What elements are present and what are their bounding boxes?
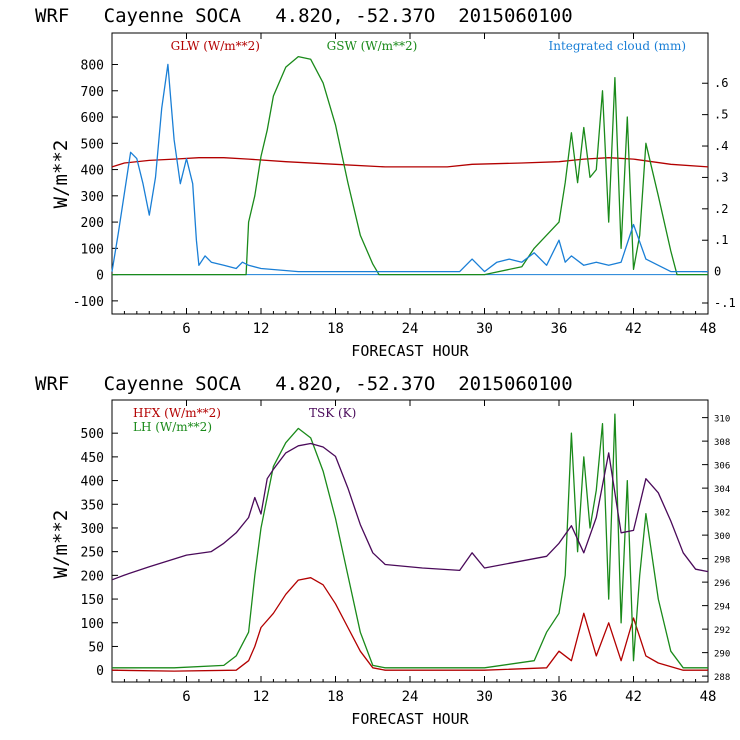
x-tick-label: 18 [327, 321, 344, 337]
y-tick-label: 600 [81, 111, 104, 126]
y-tick-label: 200 [81, 216, 104, 231]
y-tick-label: 400 [81, 164, 104, 179]
y-tick-label: 450 [81, 451, 104, 466]
y2-tick-label: 300 [714, 532, 730, 542]
y2-tick-label: 302 [714, 509, 730, 519]
chart-2: WRF Cayenne SOCA 4.82O, -52.37O 20150601… [35, 373, 730, 728]
y2-tick-label: .4 [714, 139, 728, 153]
y2-tick-label: .5 [714, 108, 728, 122]
chart-1-series [111, 55, 709, 276]
chart-2-series [111, 413, 709, 672]
y-tick-label: 500 [81, 137, 104, 152]
x-tick-label: 36 [551, 321, 568, 337]
chart-1-legend-gsw: GSW (W/m**2) [327, 39, 418, 53]
chart-1-legend-glw: GLW (W/m**2) [171, 39, 260, 53]
series-line-lh [112, 413, 708, 669]
y-tick-label: 150 [81, 593, 104, 608]
chart-2-legend-hfx: HFX (W/m**2) [133, 406, 221, 420]
x-tick-label: 48 [700, 321, 717, 337]
y-tick-label: 700 [81, 85, 104, 100]
y-tick-label: 350 [81, 498, 104, 513]
x-tick-label: 36 [551, 689, 568, 705]
chart-2-legend-lh: LH (W/m**2) [133, 420, 212, 434]
series-line-tsk [111, 442, 709, 581]
chart-1-title: WRF Cayenne SOCA 4.82O, -52.37O 20150601… [35, 5, 573, 27]
y2-tick-label: 308 [714, 438, 730, 448]
y-tick-label: 800 [81, 59, 104, 74]
y2-tick-label: 306 [714, 462, 730, 472]
y-tick-label: 50 [88, 640, 104, 655]
y2-tick-label: .1 [714, 233, 728, 247]
x-tick-label: 6 [182, 689, 190, 705]
y2-tick-label: 288 [714, 673, 730, 683]
y2-tick-label: .3 [714, 170, 728, 184]
y2-tick-label: 298 [714, 556, 730, 566]
chart-1-ticks: 6 12 18 24 30 36 42 48 -100 0 100 200 300 400 500 600 70… [73, 33, 736, 337]
y2-tick-label: 292 [714, 626, 730, 636]
y-tick-label: 500 [81, 427, 104, 442]
y-tick-label: -100 [73, 295, 104, 310]
y2-tick-label: 294 [714, 603, 730, 613]
x-tick-label: 24 [402, 321, 419, 337]
chart-1-xlabel: FORECAST HOUR [351, 342, 469, 360]
series-line-glw [111, 157, 709, 168]
x-tick-label: 30 [476, 689, 493, 705]
x-tick-label: 6 [182, 321, 190, 337]
y2-tick-label: 310 [714, 415, 730, 425]
x-tick-label: 42 [625, 689, 642, 705]
x-tick-label: 12 [253, 689, 270, 705]
y2-tick-label: -.1 [714, 296, 736, 310]
y2-tick-label: 296 [714, 579, 730, 589]
chart-1-legend-cloud: Integrated cloud (mm) [548, 39, 686, 53]
x-tick-label: 30 [476, 321, 493, 337]
y-tick-label: 0 [96, 269, 104, 284]
y2-tick-label: 290 [714, 650, 730, 660]
y-tick-label: 300 [81, 190, 104, 205]
y2-tick-label: 0 [714, 265, 721, 279]
x-tick-label: 48 [700, 689, 717, 705]
series-line-gsw [112, 55, 708, 276]
chart-2-legend-tsk: TSK (K) [309, 406, 356, 420]
y2-tick-label: .2 [714, 202, 728, 216]
y-tick-label: 0 [96, 664, 104, 679]
x-tick-label: 12 [253, 321, 270, 337]
chart-1: WRF Cayenne SOCA 4.82O, -52.37O 20150601… [35, 5, 736, 360]
series-line-integrated [111, 63, 708, 273]
x-tick-label: 42 [625, 321, 642, 337]
chart-1-ylabel: W/m**2 [50, 140, 72, 209]
y-tick-label: 250 [81, 546, 104, 561]
chart-2-title: WRF Cayenne SOCA 4.82O, -52.37O 20150601… [35, 373, 573, 395]
y2-tick-label: .6 [714, 76, 728, 90]
x-tick-label: 18 [327, 689, 344, 705]
series-line-hfx [111, 577, 708, 672]
chart-2-xlabel: FORECAST HOUR [351, 710, 469, 728]
chart-2-ylabel: W/m**2 [50, 510, 72, 579]
y-tick-label: 200 [81, 569, 104, 584]
y-tick-label: 400 [81, 475, 104, 490]
chart-2-ticks: 6 12 18 24 30 36 42 48 0 50 100 150 200 250 300 350 400 4… [81, 400, 730, 705]
y-tick-label: 100 [81, 617, 104, 632]
x-tick-label: 24 [402, 689, 419, 705]
y2-tick-label: 304 [714, 485, 730, 495]
y-tick-label: 100 [81, 242, 104, 257]
y-tick-label: 300 [81, 522, 104, 537]
